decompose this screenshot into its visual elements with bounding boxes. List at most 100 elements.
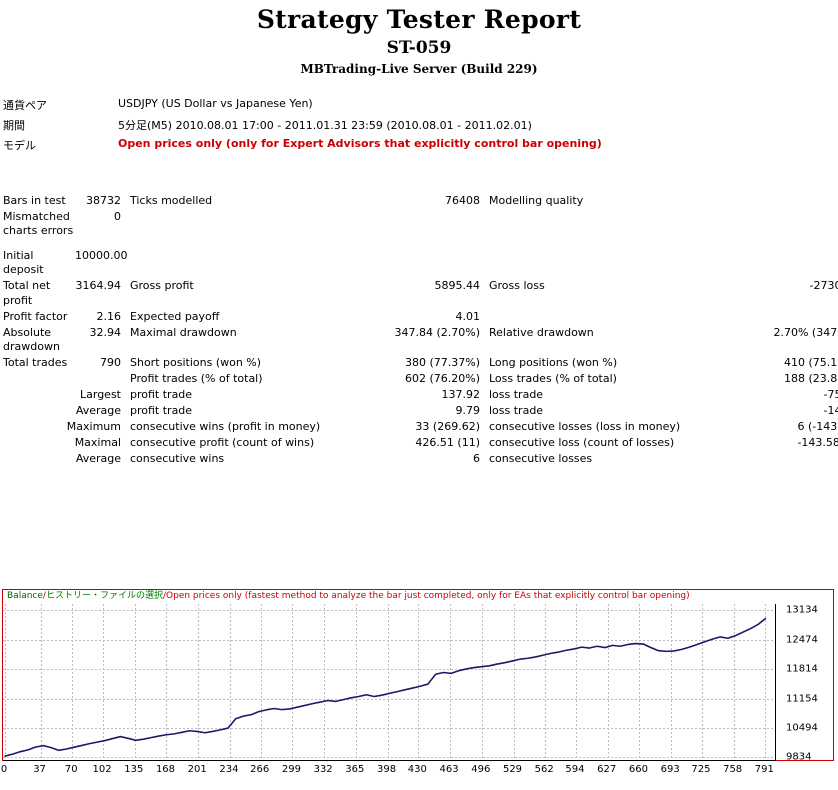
value-average-loss-trade: -14.52 xyxy=(823,404,838,418)
table-row: Maximal consecutive profit (count of win… xyxy=(0,435,838,451)
value-total-net-profit: 3164.94 xyxy=(75,279,122,293)
x-axis-tick-10: 332 xyxy=(313,764,333,775)
label-maximal-consecutive-profit: consecutive profit (count of wins) xyxy=(130,436,315,450)
label-absolute-drawdown: Absolute drawdown xyxy=(3,325,60,353)
label-long-positions: Long positions (won %) xyxy=(489,355,618,369)
value-long-positions: 410 (75.12%) xyxy=(783,355,838,369)
chart-plot-area xyxy=(3,604,776,761)
value-ticks-modelled: 76408 xyxy=(445,194,480,208)
value-avg-consecutive-losses: 2 xyxy=(689,451,838,467)
label-avg-consecutive-losses: consecutive losses xyxy=(489,452,593,466)
label-bars-in-test: Bars in test xyxy=(3,194,66,208)
label-relative-drawdown: Relative drawdown xyxy=(489,325,594,339)
legend-balance: Balance xyxy=(7,591,43,601)
label-largest: Largest xyxy=(80,388,121,402)
balance-chart: Balance/ヒストリー・ファイルの選択/Open prices only (… xyxy=(2,589,834,763)
label-largest-loss-trade: loss trade xyxy=(489,388,544,402)
value-profit-factor: 2.16 xyxy=(96,309,122,323)
empty-cell xyxy=(0,371,75,387)
table-row: Total net profit 3164.94 Gross profit 58… xyxy=(0,278,838,308)
value-absolute-drawdown: 32.94 xyxy=(89,325,122,339)
label-ticks-modelled: Ticks modelled xyxy=(130,194,213,208)
report-header: Strategy Tester Report ST-059 MBTrading-… xyxy=(0,0,838,77)
x-axis-tick-24: 791 xyxy=(754,764,774,775)
empty-cell xyxy=(125,209,350,239)
empty-cell xyxy=(689,309,838,325)
table-row: Largest profit trade 137.92 loss trade -… xyxy=(0,387,838,403)
meta-value-model: Open prices only (only for Expert Adviso… xyxy=(118,137,602,151)
value-maximal-drawdown: 347.84 (2.70%) xyxy=(394,325,480,339)
legend-separator-2: / xyxy=(162,591,167,601)
statistics-table: Bars in test 38732 Ticks modelled 76408 … xyxy=(0,193,838,467)
x-axis-tick-23: 758 xyxy=(723,764,743,775)
x-axis-tick-12: 398 xyxy=(377,764,397,775)
empty-cell xyxy=(484,209,689,239)
x-axis-tick-18: 594 xyxy=(565,764,585,775)
label-mismatched-charts-errors: Mismatched charts errors xyxy=(3,210,74,238)
y-axis-tick-0: 9834 xyxy=(786,751,812,763)
label-profit-trades: Profit trades (% of total) xyxy=(130,371,263,385)
value-max-consecutive-losses: 6 (-143.58) xyxy=(797,420,838,434)
legend-model: Open prices only (fastest method to anal… xyxy=(166,591,690,601)
x-axis-tick-13: 430 xyxy=(407,764,427,775)
empty-cell xyxy=(484,309,689,325)
meta-row-symbol: 通貨ペア USDJPY (US Dollar vs Japanese Yen) xyxy=(0,97,838,117)
value-initial-deposit: 10000.00 xyxy=(75,249,128,263)
x-axis-tick-6: 201 xyxy=(187,764,207,775)
label-avg-consecutive-wins: consecutive wins xyxy=(130,452,225,466)
label-average-2: Average xyxy=(75,452,121,466)
value-bars-in-test: 38732 xyxy=(86,194,121,208)
label-average-loss-trade: loss trade xyxy=(489,404,544,418)
x-axis-tick-17: 562 xyxy=(534,764,554,775)
table-row: Absolute drawdown 32.94 Maximal drawdown… xyxy=(0,325,838,355)
meta-row-period: 期間 5分足(M5) 2010.08.01 17:00 - 2011.01.31… xyxy=(0,117,838,137)
value-profit-trades: 602 (76.20%) xyxy=(404,371,480,385)
table-row: Maximum consecutive wins (profit in mone… xyxy=(0,419,838,435)
x-axis-tick-20: 660 xyxy=(628,764,648,775)
value-relative-drawdown: 2.70% (347.84) xyxy=(773,325,838,339)
empty-cell xyxy=(350,209,484,239)
empty-cell xyxy=(75,371,125,387)
table-row: Profit factor 2.16 Expected payoff 4.01 xyxy=(0,309,838,325)
value-average-profit-trade: 9.79 xyxy=(455,404,481,418)
x-axis-tick-3: 102 xyxy=(92,764,112,775)
x-axis-tick-4: 135 xyxy=(124,764,144,775)
label-gross-profit: Gross profit xyxy=(130,279,194,293)
chart-legend: Balance/ヒストリー・ファイルの選択/Open prices only (… xyxy=(7,591,690,602)
table-row: Initial deposit 10000.00 xyxy=(0,248,838,278)
y-axis-tick-4: 12474 xyxy=(786,634,818,646)
balance-curve-svg xyxy=(3,604,776,761)
x-axis-tick-15: 496 xyxy=(471,764,491,775)
x-axis-tick-21: 693 xyxy=(660,764,680,775)
x-axis-tick-9: 299 xyxy=(281,764,301,775)
label-maximal-consecutive-loss: consecutive loss (count of losses) xyxy=(489,436,675,450)
table-row: Average profit trade 9.79 loss trade -14… xyxy=(0,403,838,419)
value-mismatched-charts-errors: 0 xyxy=(114,210,121,224)
label-gross-loss: Gross loss xyxy=(489,279,545,293)
label-maximum: Maximum xyxy=(66,420,121,434)
table-row: Bars in test 38732 Ticks modelled 76408 … xyxy=(0,193,838,209)
empty-cell xyxy=(125,248,350,278)
empty-cell xyxy=(350,248,484,278)
x-axis-tick-22: 725 xyxy=(691,764,711,775)
meta-row-model: モデル Open prices only (only for Expert Ad… xyxy=(0,137,838,157)
label-average-profit-trade: profit trade xyxy=(130,404,193,418)
value-short-positions: 380 (77.37%) xyxy=(404,355,480,369)
table-row: Total trades 790 Short positions (won %)… xyxy=(0,355,838,371)
y-axis-tick-3: 11814 xyxy=(786,663,818,675)
label-total-net-profit: Total net profit xyxy=(3,279,51,307)
empty-cell xyxy=(689,248,838,278)
empty-cell xyxy=(484,248,689,278)
chart-x-axis-labels: 0 37 70 102 135 168 201 234 266 299 332 365 398 430 46… xyxy=(0,764,790,784)
value-avg-consecutive-wins: 6 xyxy=(473,452,480,466)
label-max-consecutive-wins: consecutive wins (profit in money) xyxy=(130,420,321,434)
x-axis-tick-1: 37 xyxy=(33,764,46,775)
label-max-consecutive-losses: consecutive losses (loss in money) xyxy=(489,420,681,434)
report-server: MBTrading-Live Server (Build 229) xyxy=(300,62,538,77)
x-axis-tick-14: 463 xyxy=(439,764,459,775)
y-axis-tick-1: 10494 xyxy=(786,722,818,734)
table-row: Profit trades (% of total) 602 (76.20%) … xyxy=(0,371,838,387)
label-loss-trades: Loss trades (% of total) xyxy=(489,371,617,385)
spacer xyxy=(0,239,838,248)
report-subtitle: ST-059 xyxy=(386,37,452,58)
